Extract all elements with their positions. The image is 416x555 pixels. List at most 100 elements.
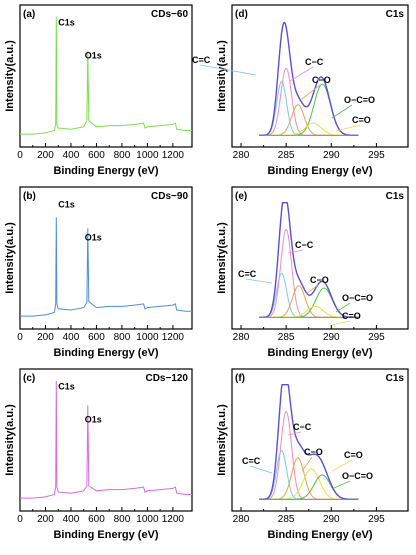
component-label: C=O bbox=[342, 311, 361, 321]
component-label: O−C=O bbox=[342, 293, 373, 303]
envelope-line bbox=[259, 202, 359, 318]
survey-spectrum-line bbox=[20, 16, 192, 135]
y-axis-label: Intensity(a.u.) bbox=[4, 40, 16, 112]
panel-title: C1s bbox=[386, 191, 405, 202]
x-tick-label: 285 bbox=[278, 514, 295, 525]
x-tick-label: 800 bbox=[114, 150, 131, 161]
x-tick-label: 200 bbox=[37, 332, 54, 343]
x-tick-label: 800 bbox=[114, 514, 131, 525]
panel-a: 0 200 400 600 800 1000 1200 Binding Energy (eV)… bbox=[4, 4, 193, 177]
envelope-line bbox=[259, 384, 359, 500]
x-tick-label: 1200 bbox=[162, 332, 185, 343]
y-axis-label: Intensity(a.u.) bbox=[216, 40, 228, 112]
x-tick-label: 600 bbox=[88, 150, 105, 161]
panel-d: 280 285 290 295 Binding Energy (eV) Intensity… bbox=[192, 4, 409, 177]
x-tick-label: 0 bbox=[17, 514, 23, 525]
x-tick-label: 1200 bbox=[162, 150, 185, 161]
plot-frame bbox=[231, 4, 409, 148]
x-axis-label: Binding Energy (eV) bbox=[267, 165, 372, 177]
leader-line bbox=[331, 459, 353, 472]
x-tick-label: 600 bbox=[88, 332, 105, 343]
leader-line bbox=[335, 124, 361, 132]
peak-annotation: O1s bbox=[85, 50, 102, 60]
x-axis-label: Binding Energy (eV) bbox=[53, 347, 158, 359]
x-axis-label: Binding Energy (eV) bbox=[267, 529, 372, 541]
x-tick-label: 1000 bbox=[136, 514, 159, 525]
component-label: C=O bbox=[344, 450, 363, 460]
leader-line bbox=[331, 480, 351, 490]
plot-frame bbox=[19, 4, 193, 148]
component-label: C−C bbox=[305, 57, 324, 67]
leader-line bbox=[335, 302, 351, 313]
x-tick-label: 1000 bbox=[136, 332, 159, 343]
x-tick-label: 285 bbox=[278, 150, 295, 161]
peak-annotation: O1s bbox=[85, 232, 102, 242]
x-tick-label: 295 bbox=[368, 150, 385, 161]
plot-frame bbox=[231, 368, 409, 512]
component-label: C−O bbox=[304, 447, 323, 457]
x-tick-label: 280 bbox=[233, 150, 250, 161]
panel-title: C1s bbox=[386, 9, 405, 20]
peak-annotation: C1s bbox=[58, 200, 75, 210]
leader-line bbox=[331, 320, 351, 326]
y-axis-label: Intensity(a.u.) bbox=[216, 404, 228, 476]
panel-tag: (d) bbox=[235, 9, 248, 20]
panel-tag: (b) bbox=[23, 191, 36, 202]
component-label: C−O bbox=[310, 275, 329, 285]
component-label: O−C=O bbox=[344, 95, 375, 105]
y-axis-label: Intensity(a.u.) bbox=[4, 404, 16, 476]
panel-title: CDs−60 bbox=[151, 9, 188, 20]
x-tick-label: 290 bbox=[323, 514, 340, 525]
peak-annotation: C1s bbox=[58, 18, 75, 28]
component-label: C−O bbox=[312, 75, 331, 85]
x-tick-label: 0 bbox=[17, 332, 23, 343]
x-tick-label: 400 bbox=[63, 150, 80, 161]
leader-line bbox=[331, 104, 353, 119]
leader-line bbox=[301, 456, 313, 472]
leader-line bbox=[289, 66, 314, 82]
x-tick-label: 600 bbox=[88, 514, 105, 525]
leader-line bbox=[287, 249, 304, 254]
component-label: C−C bbox=[295, 240, 314, 250]
leader-line bbox=[301, 84, 321, 100]
x-tick-label: 285 bbox=[278, 332, 295, 343]
x-axis-label: Binding Energy (eV) bbox=[53, 165, 158, 177]
x-tick-label: 295 bbox=[368, 332, 385, 343]
peak-annotation: C1s bbox=[58, 382, 75, 392]
x-tick-label: 400 bbox=[63, 514, 80, 525]
panel-tag: (f) bbox=[235, 373, 245, 384]
x-tick-label: 280 bbox=[233, 514, 250, 525]
y-axis-label: Intensity(a.u.) bbox=[216, 222, 228, 294]
x-tick-label: 200 bbox=[37, 514, 54, 525]
y-axis-label: Intensity(a.u.) bbox=[4, 222, 16, 294]
panel-tag: (a) bbox=[23, 9, 35, 20]
panel-f: 280 285 290 295 Binding Energy (eV) Intensity… bbox=[216, 368, 409, 541]
survey-spectrum-line bbox=[20, 217, 192, 317]
component-label: C=C bbox=[242, 456, 261, 466]
x-axis-label: Binding Energy (eV) bbox=[267, 347, 372, 359]
peak-annotation: O1s bbox=[85, 414, 102, 424]
x-tick-label: 290 bbox=[323, 332, 340, 343]
leader-line bbox=[245, 278, 273, 284]
panel-title: CDs−90 bbox=[151, 191, 188, 202]
component-label: C=C bbox=[192, 55, 211, 65]
panel-e: 280 285 290 295 Binding Energy (eV) Intensity… bbox=[216, 186, 409, 359]
envelope-line bbox=[259, 21, 359, 136]
panel-b: 0 200 400 600 800 1000 1200 Binding Energy (eV)… bbox=[4, 186, 193, 359]
panel-tag: (e) bbox=[235, 191, 247, 202]
x-tick-label: 400 bbox=[63, 332, 80, 343]
x-axis-label: Binding Energy (eV) bbox=[53, 529, 158, 541]
x-tick-label: 295 bbox=[368, 514, 385, 525]
panel-c: 0 200 400 600 800 1000 1200 Binding Energy (eV)… bbox=[4, 368, 193, 541]
x-tick-label: 1200 bbox=[162, 514, 185, 525]
component-label: C=O bbox=[352, 115, 371, 125]
panel-tag: (c) bbox=[23, 373, 35, 384]
survey-spectrum-line bbox=[20, 380, 192, 499]
component-label: O−C=O bbox=[342, 471, 373, 481]
component-label: C−C bbox=[293, 422, 312, 432]
component-label: C=C bbox=[238, 269, 257, 279]
plot-frame bbox=[231, 186, 409, 330]
x-tick-label: 200 bbox=[37, 150, 54, 161]
